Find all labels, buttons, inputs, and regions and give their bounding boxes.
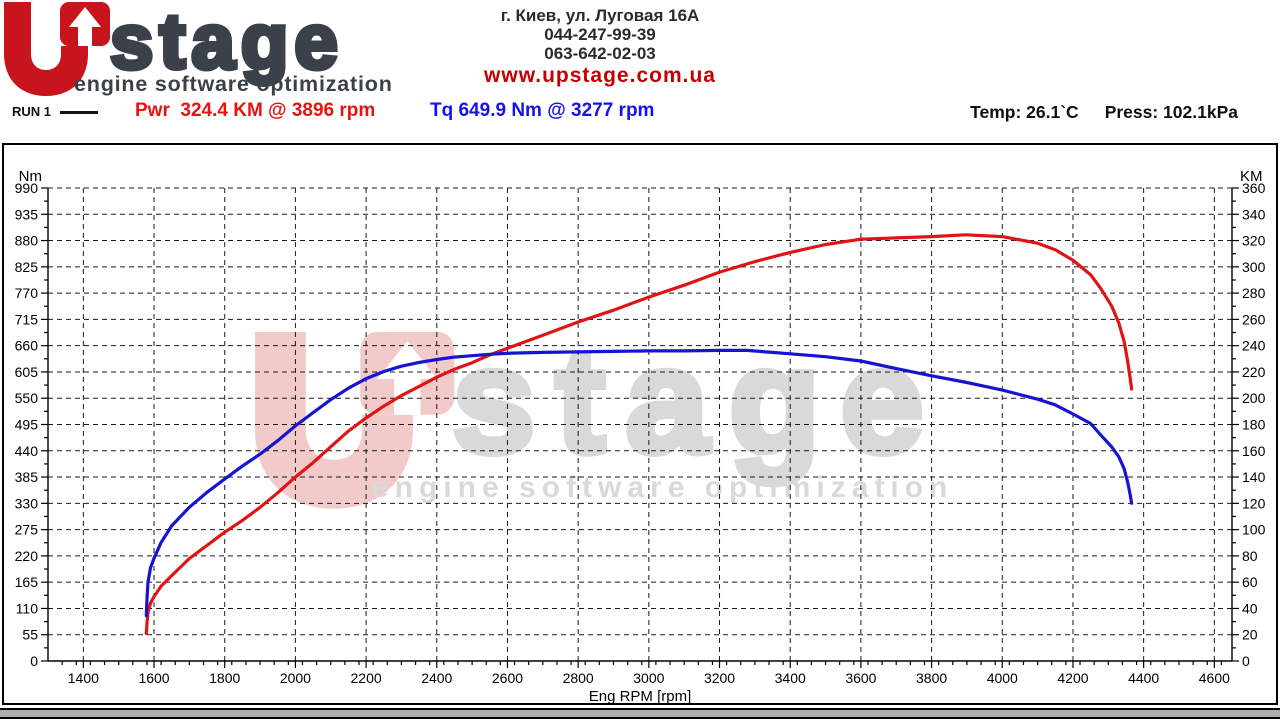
svg-text:1800: 1800 [209,670,240,686]
contact-phone-2: 063-642-02-03 [544,44,656,63]
svg-text:330: 330 [15,495,39,511]
pwr-curve [144,233,1134,636]
svg-text:340: 340 [1242,206,1266,222]
svg-text:2200: 2200 [351,670,382,686]
logo-brand-text: stage [110,2,344,85]
contact-block: г. Киев, ул. Луговая 16А 044-247-99-39 0… [430,6,770,87]
axis-ticks [41,187,1239,668]
svg-text:200: 200 [1242,390,1266,406]
svg-text:80: 80 [1242,548,1258,564]
temperature-value: Temp: 26.1`C [970,102,1079,122]
watermark-tagline: engine software optimization [372,471,953,504]
svg-text:4400: 4400 [1128,670,1159,686]
svg-text:2600: 2600 [492,670,523,686]
svg-text:1400: 1400 [68,670,99,686]
svg-text:140: 140 [1242,469,1266,485]
svg-text:550: 550 [15,390,39,406]
svg-text:160: 160 [1242,443,1266,459]
svg-text:3000: 3000 [633,670,664,686]
svg-text:20: 20 [1242,627,1258,643]
contact-address: г. Киев, ул. Луговая 16А [500,6,700,25]
watermark-brand: stage [452,316,944,484]
svg-text:100: 100 [1242,522,1266,538]
svg-text:660: 660 [15,338,39,354]
svg-text:220: 220 [1242,364,1266,380]
run-label: RUN 1 [12,104,52,119]
svg-text:4200: 4200 [1057,670,1088,686]
svg-text:605: 605 [15,364,39,380]
gridlines [48,187,1232,661]
svg-text:275: 275 [15,522,39,538]
svg-text:60: 60 [1242,574,1258,590]
svg-text:4600: 4600 [1199,670,1230,686]
svg-text:320: 320 [1242,233,1266,249]
svg-text:1600: 1600 [138,670,169,686]
svg-text:770: 770 [15,285,39,301]
window-bottom-edge [0,708,1280,719]
svg-text:715: 715 [15,311,39,327]
axis-tick-labels: 0 55 110 165 220 275 330 385 440 495 550 605 660 715 7… [15,180,1266,686]
x-axis-label: Eng RPM [rpm] [589,688,692,705]
logo-tagline: engine software optimization [74,72,393,96]
svg-text:240: 240 [1242,338,1266,354]
svg-text:360: 360 [1242,180,1266,196]
svg-text:495: 495 [15,417,39,433]
svg-text:0: 0 [1242,653,1250,669]
contact-phone-1: 044-247-99-39 [544,25,656,44]
svg-text:40: 40 [1242,600,1258,616]
svg-text:165: 165 [15,574,39,590]
svg-text:2800: 2800 [563,670,594,686]
svg-text:55: 55 [22,627,38,643]
left-axis-unit-label: Nm [19,168,42,185]
svg-text:180: 180 [1242,417,1266,433]
svg-text:300: 300 [1242,259,1266,275]
svg-text:260: 260 [1242,311,1266,327]
svg-text:110: 110 [16,600,39,616]
svg-text:2400: 2400 [421,670,452,686]
svg-text:880: 880 [15,233,39,249]
svg-text:4000: 4000 [987,670,1018,686]
svg-text:2000: 2000 [280,670,311,686]
svg-text:825: 825 [15,259,39,275]
svg-text:3800: 3800 [916,670,947,686]
torque-peak-readout: Tq 649.9 Nm @ 3277 rpm [430,100,655,121]
right-axis-unit-label: KM [1240,168,1263,185]
pressure-value: Press: 102.1kPa [1104,102,1238,122]
svg-text:935: 935 [15,206,39,222]
power-peak-readout: Pwr 324.4 KM @ 3896 rpm [135,100,376,121]
run-legend-line-sample [60,111,98,114]
svg-text:440: 440 [15,443,39,459]
svg-text:990: 990 [15,180,39,196]
upstage-logo: stage engine software optimization [4,2,393,96]
svg-text:3400: 3400 [775,670,806,686]
svg-text:3600: 3600 [845,670,876,686]
environment-readout: Temp: 26.1`C Press: 102.1kPa [942,102,1238,123]
svg-text:385: 385 [15,469,39,485]
svg-text:3200: 3200 [704,670,735,686]
svg-text:220: 220 [15,548,39,564]
svg-text:0: 0 [30,653,38,669]
svg-text:120: 120 [1242,495,1266,511]
tq-curve [144,348,1134,618]
svg-text:280: 280 [1242,285,1266,301]
website-link[interactable]: www.upstage.com.ua [484,64,716,87]
